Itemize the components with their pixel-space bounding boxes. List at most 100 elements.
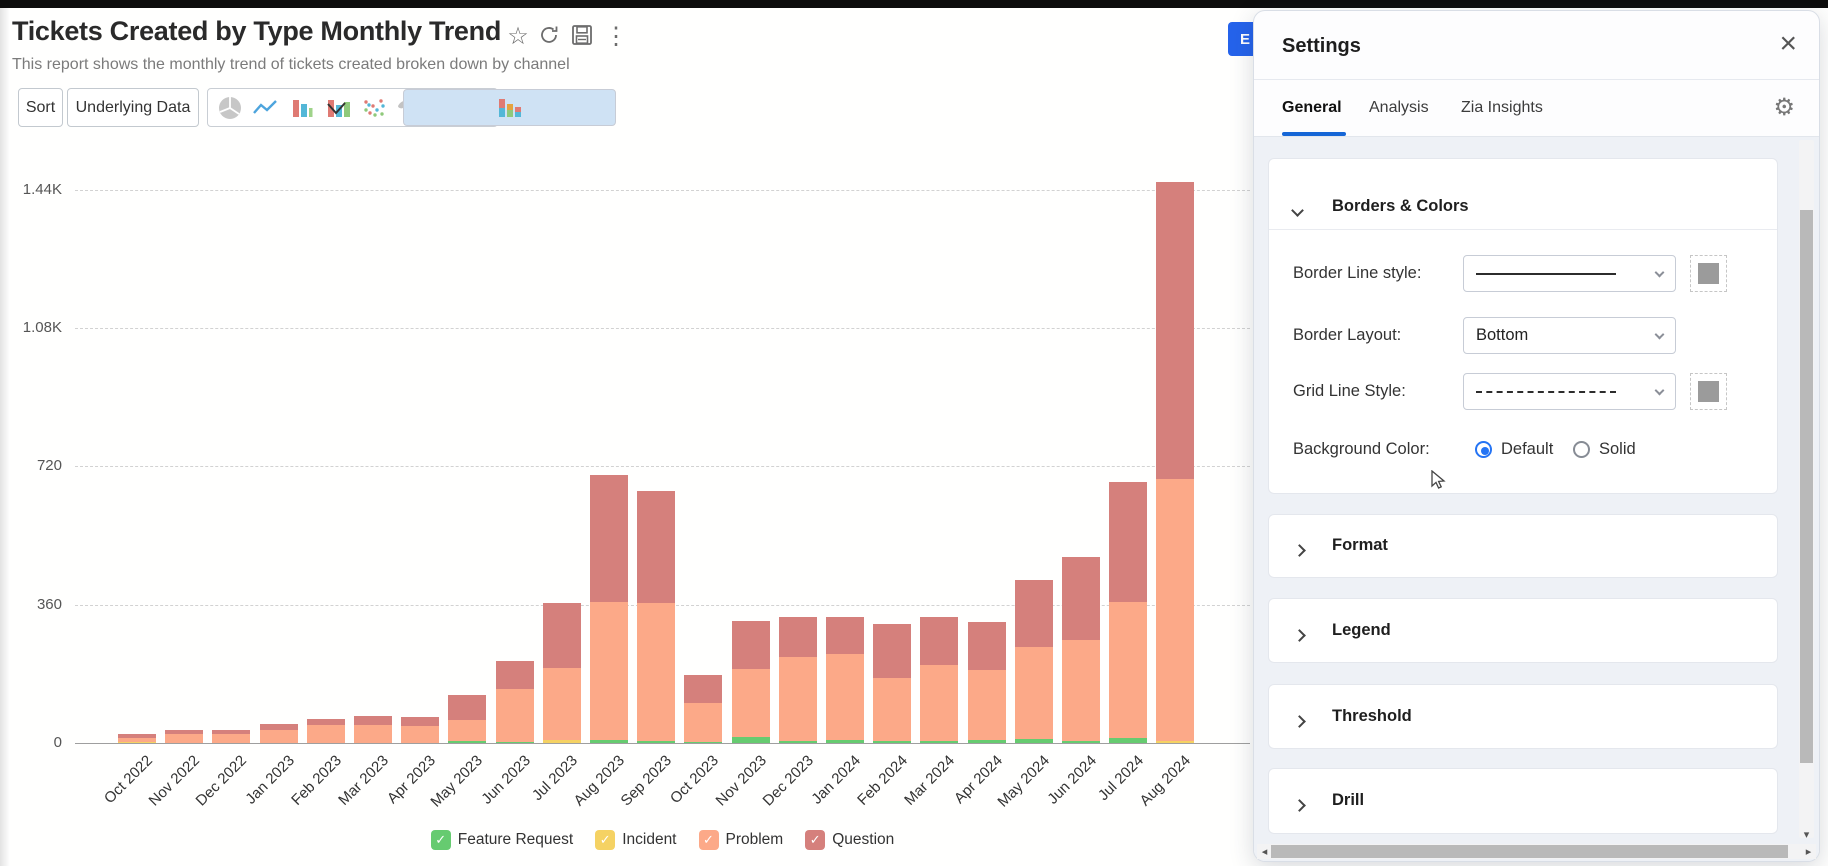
line-chart-icon[interactable] — [249, 91, 283, 124]
bar-segment-question[interactable] — [448, 695, 487, 720]
bar-segment-feature-request[interactable] — [495, 742, 534, 743]
gear-icon[interactable]: ⚙ — [1773, 94, 1795, 121]
bar-segment-feature-request[interactable] — [637, 741, 676, 743]
tab-general[interactable]: General — [1282, 99, 1342, 116]
bar-segment-feature-request[interactable] — [778, 741, 817, 743]
bar-jan-2024[interactable] — [826, 140, 864, 743]
bar-segment-problem[interactable] — [1156, 479, 1195, 741]
section-title[interactable]: Legend — [1332, 621, 1391, 639]
bar-feb-2024[interactable] — [873, 140, 912, 743]
bar-segment-problem[interactable] — [306, 725, 345, 743]
bar-segment-problem[interactable] — [778, 656, 817, 742]
bar-aug-2024[interactable] — [1156, 140, 1195, 743]
bar-jun-2024[interactable] — [1062, 140, 1100, 743]
radio-solid-label[interactable]: Solid — [1599, 440, 1636, 458]
bar-segment-question[interactable] — [1109, 482, 1148, 602]
bar-segment-question[interactable] — [118, 734, 156, 738]
legend-item-incident[interactable]: ✓ Incident — [595, 830, 677, 850]
scroll-left-arrow-icon[interactable]: ◂ — [1261, 846, 1268, 858]
grid-line-style-select[interactable] — [1463, 373, 1676, 410]
stacked-bar-chart-icon[interactable] — [403, 89, 616, 126]
grid-color-swatch[interactable] — [1690, 373, 1727, 410]
bar-dec-2022[interactable] — [212, 140, 251, 743]
bar-segment-feature-request[interactable] — [684, 741, 723, 743]
bar-mar-2023[interactable] — [354, 140, 392, 743]
chevron-right-icon[interactable] — [1293, 797, 1306, 815]
vertical-scrollbar-thumb[interactable] — [1800, 210, 1813, 763]
bar-segment-question[interactable] — [1014, 580, 1053, 647]
legend-item-feature-request[interactable]: ✓ Feature Request — [430, 830, 573, 850]
save-icon[interactable] — [571, 24, 597, 50]
section-title[interactable]: Threshold — [1332, 707, 1412, 725]
favorite-star-icon[interactable]: ☆ — [507, 23, 529, 50]
bar-jun-2023[interactable] — [495, 140, 534, 743]
bar-chart-icon[interactable] — [285, 91, 319, 124]
bar-segment-question[interactable] — [306, 718, 345, 726]
section-title[interactable]: Format — [1332, 536, 1388, 554]
bar-segment-feature-request[interactable] — [967, 739, 1006, 743]
pie-chart-icon[interactable] — [213, 91, 247, 124]
bar-sep-2023[interactable] — [637, 140, 676, 743]
refresh-icon[interactable] — [538, 24, 564, 50]
bar-segment-feature-request[interactable] — [920, 740, 959, 743]
bar-segment-problem[interactable] — [448, 719, 487, 742]
bar-segment-problem[interactable] — [354, 725, 392, 743]
bar-segment-question[interactable] — [212, 729, 251, 734]
legend-item-problem[interactable]: ✓ Problem — [698, 830, 783, 850]
bar-segment-question[interactable] — [731, 620, 770, 669]
section-drill[interactable]: Drill — [1268, 768, 1778, 834]
tab-zia-insights[interactable]: Zia Insights — [1461, 99, 1543, 116]
bar-segment-question[interactable] — [1156, 181, 1195, 480]
chevron-right-icon[interactable] — [1293, 627, 1306, 645]
bar-segment-problem[interactable] — [212, 733, 251, 743]
bar-oct-2022[interactable] — [118, 140, 156, 743]
bar-segment-question[interactable] — [590, 475, 628, 602]
radio-default[interactable] — [1475, 441, 1492, 458]
bar-aug-2023[interactable] — [590, 140, 628, 743]
bar-segment-question[interactable] — [401, 716, 440, 727]
bar-apr-2024[interactable] — [967, 140, 1006, 743]
bar-apr-2023[interactable] — [401, 140, 440, 743]
underlying-data-button[interactable]: Underlying Data — [67, 88, 199, 127]
bar-segment-feature-request[interactable] — [826, 739, 864, 743]
bar-segment-question[interactable] — [165, 730, 204, 735]
bar-segment-problem[interactable] — [920, 664, 959, 741]
bar-segment-feature-request[interactable] — [118, 742, 156, 743]
legend-checkbox-icon[interactable]: ✓ — [595, 830, 616, 850]
border-line-style-select[interactable] — [1463, 255, 1676, 292]
bar-segment-problem[interactable] — [259, 729, 298, 743]
bar-nov-2022[interactable] — [165, 140, 204, 743]
bar-segment-question[interactable] — [637, 491, 676, 603]
bar-segment-feature-request[interactable] — [590, 739, 628, 743]
border-color-swatch[interactable] — [1690, 255, 1727, 292]
bar-segment-incident[interactable] — [542, 739, 581, 743]
bar-segment-problem[interactable] — [826, 654, 864, 740]
bar-segment-feature-request[interactable] — [448, 741, 487, 743]
scroll-down-arrow-icon[interactable]: ▾ — [1803, 829, 1810, 841]
bar-segment-problem[interactable] — [967, 670, 1006, 740]
bar-segment-problem[interactable] — [590, 602, 628, 740]
bar-segment-question[interactable] — [967, 622, 1006, 670]
bar-jan-2023[interactable] — [259, 140, 298, 743]
bar-may-2024[interactable] — [1014, 140, 1053, 743]
bar-segment-feature-request[interactable] — [1062, 741, 1100, 743]
bar-may-2023[interactable] — [448, 140, 487, 743]
bar-segment-problem[interactable] — [637, 602, 676, 742]
bar-dec-2023[interactable] — [778, 140, 817, 743]
bar-segment-question[interactable] — [826, 616, 864, 655]
bar-segment-question[interactable] — [920, 616, 959, 665]
bar-segment-question[interactable] — [873, 623, 912, 678]
legend-checkbox-icon[interactable]: ✓ — [698, 830, 719, 850]
bar-segment-problem[interactable] — [118, 738, 156, 742]
bar-oct-2023[interactable] — [684, 140, 723, 743]
bar-segment-feature-request[interactable] — [1109, 738, 1148, 743]
bar-segment-problem[interactable] — [731, 668, 770, 737]
bar-jul-2023[interactable] — [542, 140, 581, 743]
sort-button[interactable]: Sort — [18, 88, 63, 127]
tab-analysis[interactable]: Analysis — [1369, 99, 1429, 116]
border-layout-select[interactable]: Bottom — [1463, 317, 1676, 354]
bar-segment-problem[interactable] — [873, 677, 912, 741]
section-title[interactable]: Borders & Colors — [1332, 197, 1469, 215]
chevron-right-icon[interactable] — [1293, 542, 1306, 560]
bar-segment-feature-request[interactable] — [731, 736, 770, 743]
